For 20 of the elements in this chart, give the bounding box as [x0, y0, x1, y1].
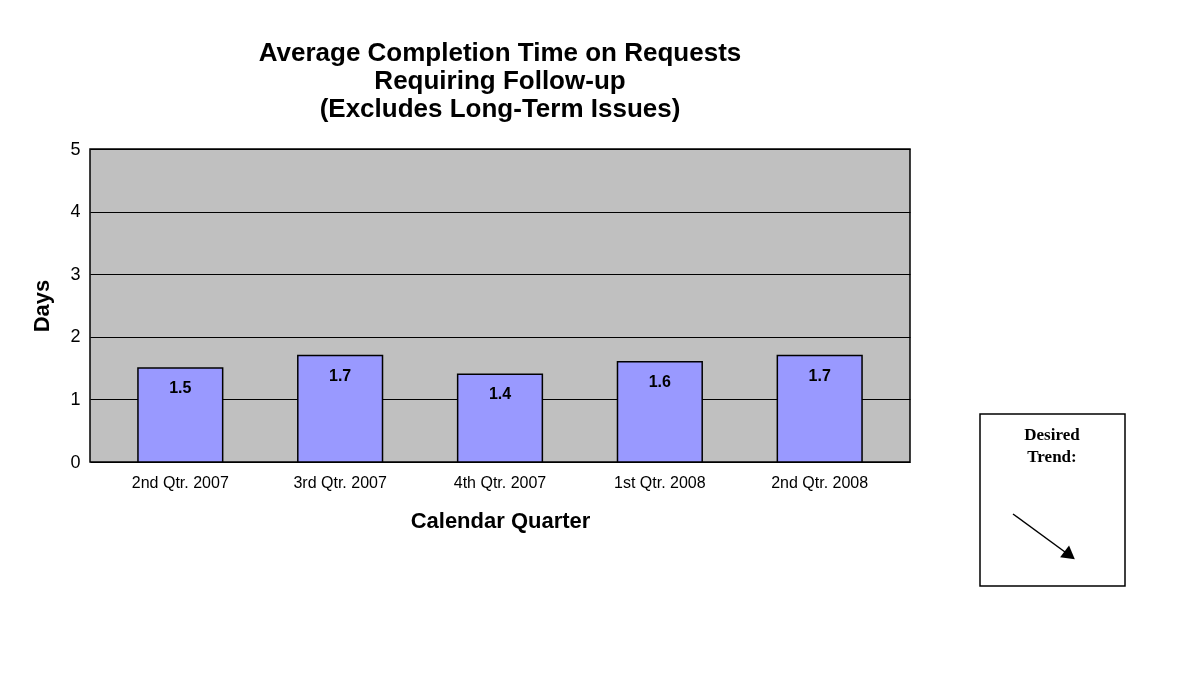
x-tick-label: 3rd Qtr. 2007 [293, 473, 387, 491]
x-axis-title: Calendar Quarter [410, 507, 591, 533]
data-label: 1.4 [488, 385, 512, 403]
data-label: 1.5 [169, 379, 192, 397]
y-tick-label: 3 [70, 263, 81, 284]
y-tick-label: 4 [70, 201, 81, 222]
data-label: 1.6 [648, 372, 672, 390]
x-tick-label: 4th Qtr. 2007 [453, 473, 547, 491]
data-label: 1.7 [329, 366, 352, 384]
text: Desired Trend: [1024, 425, 1081, 466]
x-tick-label: 1st Qtr. 2008 [614, 473, 706, 491]
y-tick-label: 5 [70, 138, 81, 159]
y-tick-label: 1 [70, 388, 81, 409]
x-tick-label: 2nd Qtr. 2007 [131, 473, 229, 491]
data-label: 1.7 [808, 366, 831, 384]
y-tick-label: 0 [70, 451, 81, 472]
chart-title: Average Completion Time on Requests Requiring Follow-up (Excludes Long-Term Issues) [258, 37, 742, 123]
y-axis-title: Days [29, 279, 55, 333]
x-tick-label: 2nd Qtr. 2008 [771, 473, 869, 491]
y-tick-label: 2 [70, 326, 81, 347]
